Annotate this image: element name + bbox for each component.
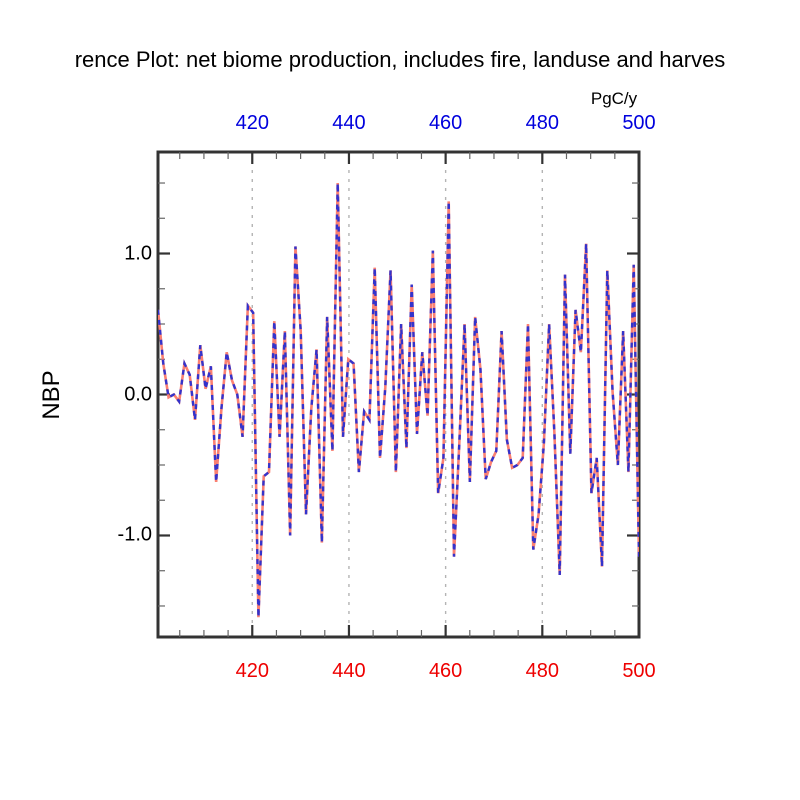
top-axis-tick-label: 420 bbox=[235, 112, 269, 134]
bottom-axis-tick-label: 480 bbox=[525, 660, 559, 682]
page-title: rence Plot: net biome production, includ… bbox=[74, 47, 726, 72]
data-series-group bbox=[158, 182, 639, 618]
data-line-comparison bbox=[158, 182, 639, 618]
bottom-axis-tick-label: 420 bbox=[235, 660, 269, 682]
bottom-axis-tick-label: 460 bbox=[428, 660, 463, 682]
y-axis-tick-label: -1.0 bbox=[117, 523, 152, 546]
y-axis-tick-label: 0.0 bbox=[124, 383, 152, 405]
top-axis-tick-label: 440 bbox=[332, 112, 366, 134]
data-line-reference bbox=[158, 182, 639, 618]
top-axis-unit-label: PgC/y bbox=[590, 89, 638, 108]
y-axis-tick-label: 1.0 bbox=[124, 242, 152, 264]
bottom-axis-tick-label: 440 bbox=[332, 660, 366, 682]
top-axis-tick-label: 500 bbox=[622, 112, 656, 134]
top-axis-tick-label: 460 bbox=[428, 112, 463, 134]
bottom-axis-tick-label: 500 bbox=[622, 660, 656, 682]
top-axis-tick-label: 480 bbox=[525, 112, 559, 134]
axis-ticks-group bbox=[158, 152, 641, 637]
